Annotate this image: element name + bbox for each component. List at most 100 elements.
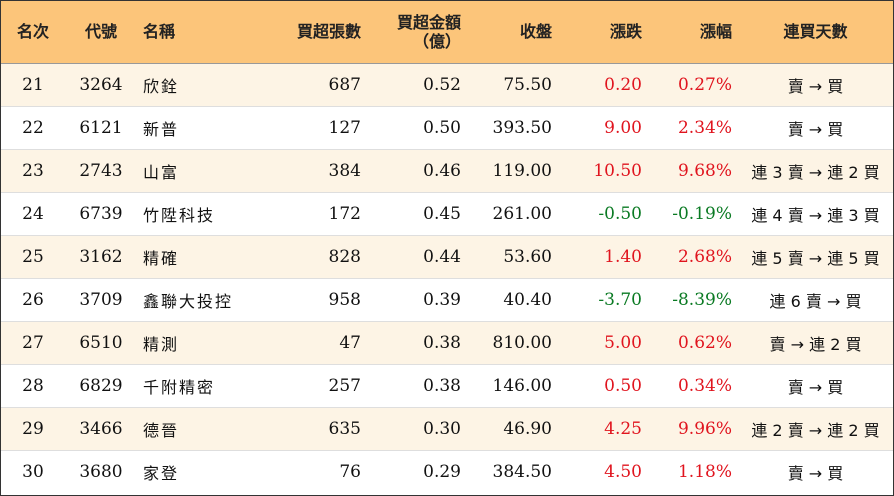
header-net-amount-label: 買超金額 [396,12,461,32]
cell-rank: 27 [1,321,65,365]
cell-change: 4.25 [558,407,648,451]
cell-pct: 0.62% [648,321,738,365]
cell-streak: 連 3 賣 → 連 2 買 [738,149,893,193]
cell-net-lots: 958 [257,278,367,322]
cell-net-lots: 828 [257,235,367,279]
cell-close: 53.60 [467,235,558,279]
table-row: 25 3162 精確 828 0.44 53.60 1.40 2.68% 連 5… [1,235,893,279]
cell-change: 0.50 [558,364,648,408]
cell-close: 384.50 [492,461,552,482]
cell-pct: 1.18% [677,461,732,482]
cell-rank: 21 [1,63,65,107]
header-close: 收盤 [467,1,558,64]
cell-change: 4.50 [604,461,642,482]
cell-pct: 2.34% [648,106,738,150]
cell-rank: 29 [1,407,65,451]
cell-code: 3680 [79,461,123,482]
cell-net-lots: 687 [257,63,367,107]
cell-code: 3162 [65,235,137,279]
header-code: 代號 [65,1,137,64]
cell-change: 5.00 [558,321,648,365]
cell-code: 6829 [65,364,137,408]
table-header: 名次 代號 名稱 買超張數 買超金額 （億） 收盤 漲跌 漲幅 連買天數 [1,1,893,64]
cell-streak: 連 2 賣 → 連 2 買 [738,407,893,451]
cell-rank: 30 [22,461,44,482]
cell-net-lots: 47 [257,321,367,365]
cell-net-amount: 0.44 [367,235,467,279]
cell-streak: 連 5 賣 → 連 5 買 [738,235,893,279]
cell-rank: 23 [1,149,65,193]
cell-name: 竹陞科技 [137,192,257,236]
cell-net-amount: 0.50 [367,106,467,150]
cell-name: 欣銓 [137,63,257,107]
cell-close: 46.90 [467,407,558,451]
table-body: 21 3264 欣銓 687 0.52 75.50 0.20 0.27% 賣 →… [1,63,893,493]
cell-pct: 0.34% [648,364,738,408]
cell-net-amount: 0.29 [423,461,461,482]
cell-name: 千附精密 [137,364,257,408]
table-row: 26 3709 鑫聯大投控 958 0.39 40.40 -3.70 -8.39… [1,278,893,322]
cell-name: 德晉 [137,407,257,451]
cell-streak: 賣 → 買 [738,63,893,107]
table-row: 29 3466 德晉 635 0.30 46.90 4.25 9.96% 連 2… [1,407,893,451]
cell-name: 新普 [137,106,257,150]
cell-rank: 22 [1,106,65,150]
cell-net-amount: 0.39 [367,278,467,322]
header-name: 名稱 [137,1,257,64]
cell-net-lots: 257 [257,364,367,408]
cell-rank: 25 [1,235,65,279]
header-change: 漲跌 [558,1,648,64]
cell-change: 10.50 [558,149,648,193]
cell-code: 6739 [65,192,137,236]
cell-code: 3709 [65,278,137,322]
table-row: 22 6121 新普 127 0.50 393.50 9.00 2.34% 賣 … [1,106,893,150]
table-row: 27 6510 精測 47 0.38 810.00 5.00 0.62% 賣 →… [1,321,893,365]
cell-net-lots: 127 [257,106,367,150]
header-rank: 名次 [1,1,65,64]
header-row: 名次 代號 名稱 買超張數 買超金額 （億） 收盤 漲跌 漲幅 連買天數 [1,1,893,64]
cell-pct: -0.19% [648,192,738,236]
cell-net-amount: 0.46 [367,149,467,193]
cell-name: 鑫聯大投控 [137,278,257,322]
cell-code: 3466 [65,407,137,451]
cell-rank: 26 [1,278,65,322]
table-row: 23 2743 山富 384 0.46 119.00 10.50 9.68% 連… [1,149,893,193]
cell-change: -0.50 [558,192,648,236]
cell-close: 75.50 [467,63,558,107]
cell-name: 精確 [137,235,257,279]
cell-pct: -8.39% [648,278,738,322]
header-net-amount-unit: （億） [412,31,461,51]
cell-rank: 28 [1,364,65,408]
cell-streak: 賣 → 買 [738,106,893,150]
cell-streak: 賣 → 買 [738,364,893,408]
header-streak: 連買天數 [738,1,893,64]
cell-name: 山富 [137,149,257,193]
cell-rank: 24 [1,192,65,236]
cell-close: 393.50 [467,106,558,150]
cell-net-lots: 172 [257,192,367,236]
table-row: 28 6829 千附精密 257 0.38 146.00 0.50 0.34% … [1,364,893,408]
cell-streak: 連 6 賣 → 買 [738,278,893,322]
header-net-lots: 買超張數 [257,1,367,64]
cell-net-lots: 76 [339,461,361,482]
cell-close: 810.00 [467,321,558,365]
header-pct: 漲幅 [648,1,738,64]
cell-code: 6121 [65,106,137,150]
cell-change: 9.00 [558,106,648,150]
cell-close: 261.00 [467,192,558,236]
cell-net-lots: 635 [257,407,367,451]
header-net-amount: 買超金額 （億） [367,1,467,64]
cell-close: 146.00 [467,364,558,408]
table-row: 30 3680 家登 76 0.29 384.50 4.50 1.18% 賣 →… [1,450,893,493]
cell-pct: 2.68% [648,235,738,279]
cell-name: 精測 [137,321,257,365]
cell-code: 2743 [65,149,137,193]
cell-pct: 9.96% [648,407,738,451]
cell-code: 6510 [65,321,137,365]
cell-net-amount: 0.38 [367,364,467,408]
cell-net-amount: 0.38 [367,321,467,365]
cell-net-amount: 0.52 [367,63,467,107]
cell-close: 119.00 [467,149,558,193]
